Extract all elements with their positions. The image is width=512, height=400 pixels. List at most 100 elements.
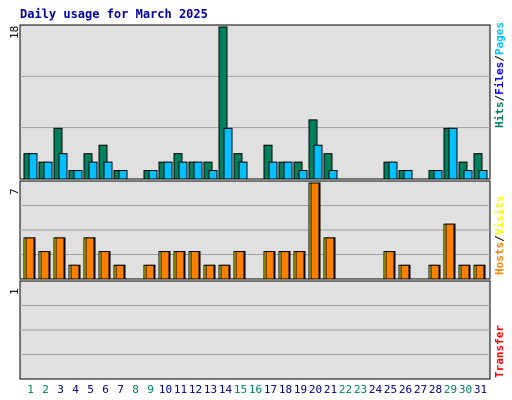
x-tick-label: 20 bbox=[309, 383, 322, 396]
bar-pages bbox=[58, 153, 68, 180]
x-tick-label: 10 bbox=[159, 383, 172, 396]
x-tick-label: 30 bbox=[459, 383, 472, 396]
bar-pages bbox=[463, 170, 473, 180]
bar-hosts bbox=[40, 251, 50, 280]
bar-pages bbox=[148, 170, 158, 180]
bar-pages bbox=[448, 127, 458, 180]
bar-hits bbox=[323, 153, 333, 180]
legend-entry: / bbox=[493, 94, 506, 102]
bar-hosts bbox=[145, 264, 155, 280]
bar-hosts bbox=[325, 237, 335, 280]
x-tick-label: 12 bbox=[189, 383, 202, 396]
bar-pages bbox=[478, 170, 488, 180]
bar-hosts bbox=[445, 223, 455, 280]
x-tick-label: 28 bbox=[429, 383, 442, 396]
chart-title: Daily usage for March 2025 bbox=[20, 7, 208, 21]
bar-hosts bbox=[400, 264, 410, 280]
x-tick-label: 16 bbox=[249, 383, 262, 396]
bar-hosts bbox=[280, 251, 290, 280]
x-tick-label: 25 bbox=[384, 383, 397, 396]
x-tick-label: 11 bbox=[174, 383, 187, 396]
x-tick-label: 3 bbox=[57, 383, 64, 396]
legend-hosts-visits: Hosts/Visits bbox=[493, 196, 506, 276]
bar-hosts bbox=[190, 251, 200, 280]
bar-hosts bbox=[205, 264, 215, 280]
legend-entry: Visits bbox=[493, 195, 506, 236]
bar-hosts bbox=[175, 251, 185, 280]
bar-pages bbox=[208, 170, 218, 180]
legend-hits-files-pages: Hits/Files/Pages bbox=[493, 22, 506, 128]
bar-hosts bbox=[295, 251, 305, 280]
x-tick-label: 22 bbox=[339, 383, 352, 396]
legend-entry: Hosts bbox=[493, 241, 506, 275]
x-tick-label: 8 bbox=[132, 383, 139, 396]
bar-pages bbox=[43, 161, 53, 180]
bar-hosts bbox=[235, 251, 245, 280]
x-tick-label: 23 bbox=[354, 383, 367, 396]
bar-hosts bbox=[115, 264, 125, 280]
bar-pages bbox=[238, 161, 248, 180]
legend-transfer: Transfer bbox=[493, 325, 506, 378]
x-tick-label: 18 bbox=[279, 383, 292, 396]
bar-hosts bbox=[160, 251, 170, 280]
x-tick-label: 24 bbox=[369, 383, 383, 396]
bar-hits bbox=[218, 26, 228, 180]
bar-hosts bbox=[310, 182, 320, 280]
bar-hosts bbox=[460, 264, 470, 280]
x-tick-label: 14 bbox=[219, 383, 233, 396]
x-tick-label: 4 bbox=[72, 383, 79, 396]
bar-hosts bbox=[25, 237, 35, 280]
bar-pages bbox=[313, 144, 323, 180]
bar-pages bbox=[163, 161, 173, 180]
x-tick-label: 15 bbox=[234, 383, 247, 396]
bar-hosts bbox=[265, 251, 275, 280]
x-tick-label: 9 bbox=[147, 383, 154, 396]
x-tick-label: 7 bbox=[117, 383, 124, 396]
bar-pages bbox=[193, 161, 203, 180]
x-tick-label: 17 bbox=[264, 383, 277, 396]
bar-pages bbox=[28, 153, 38, 180]
legend-entry: Files bbox=[493, 61, 506, 95]
x-tick-label: 21 bbox=[324, 383, 337, 396]
x-tick-label: 27 bbox=[414, 383, 427, 396]
bar-pages bbox=[388, 161, 398, 180]
y-max-label: 1 bbox=[8, 288, 21, 295]
x-tick-label: 29 bbox=[444, 383, 457, 396]
bar-pages bbox=[118, 170, 128, 180]
legend-entry: / bbox=[493, 235, 506, 242]
x-tick-label: 1 bbox=[27, 383, 34, 396]
bar-hosts bbox=[70, 264, 80, 280]
legend-entry: Pages bbox=[493, 22, 506, 56]
bar-pages bbox=[73, 170, 83, 180]
bar-pages bbox=[283, 161, 293, 180]
plot-area-1 bbox=[19, 24, 491, 180]
bar-pages bbox=[88, 161, 98, 180]
x-tick-label: 2 bbox=[42, 383, 49, 396]
x-tick-label: 5 bbox=[87, 383, 94, 396]
bar-pages bbox=[103, 161, 113, 180]
bar-pages bbox=[403, 170, 413, 180]
bar-pages bbox=[223, 127, 233, 180]
x-tick-label: 13 bbox=[204, 383, 217, 396]
bar-hosts bbox=[55, 237, 65, 280]
x-tick-label: 19 bbox=[294, 383, 307, 396]
y-max-label: 7 bbox=[8, 188, 21, 195]
legend-entry: Transfer bbox=[493, 325, 506, 378]
x-tick-label: 31 bbox=[474, 383, 487, 396]
x-tick-label: 6 bbox=[102, 383, 109, 396]
bar-hosts bbox=[430, 264, 440, 280]
bar-hosts bbox=[85, 237, 95, 280]
bar-hosts bbox=[100, 251, 110, 280]
bar-hits bbox=[473, 153, 483, 180]
bar-hosts bbox=[220, 264, 230, 280]
x-tick-label: 26 bbox=[399, 383, 412, 396]
y-max-label: 18 bbox=[8, 26, 21, 39]
bar-pages bbox=[433, 170, 443, 180]
bar-pages bbox=[328, 170, 338, 180]
bar-pages bbox=[268, 161, 278, 180]
bar-pages bbox=[178, 161, 188, 180]
bar-hosts bbox=[385, 251, 395, 280]
bar-hosts bbox=[475, 264, 485, 280]
legend-entry: / bbox=[493, 55, 506, 62]
